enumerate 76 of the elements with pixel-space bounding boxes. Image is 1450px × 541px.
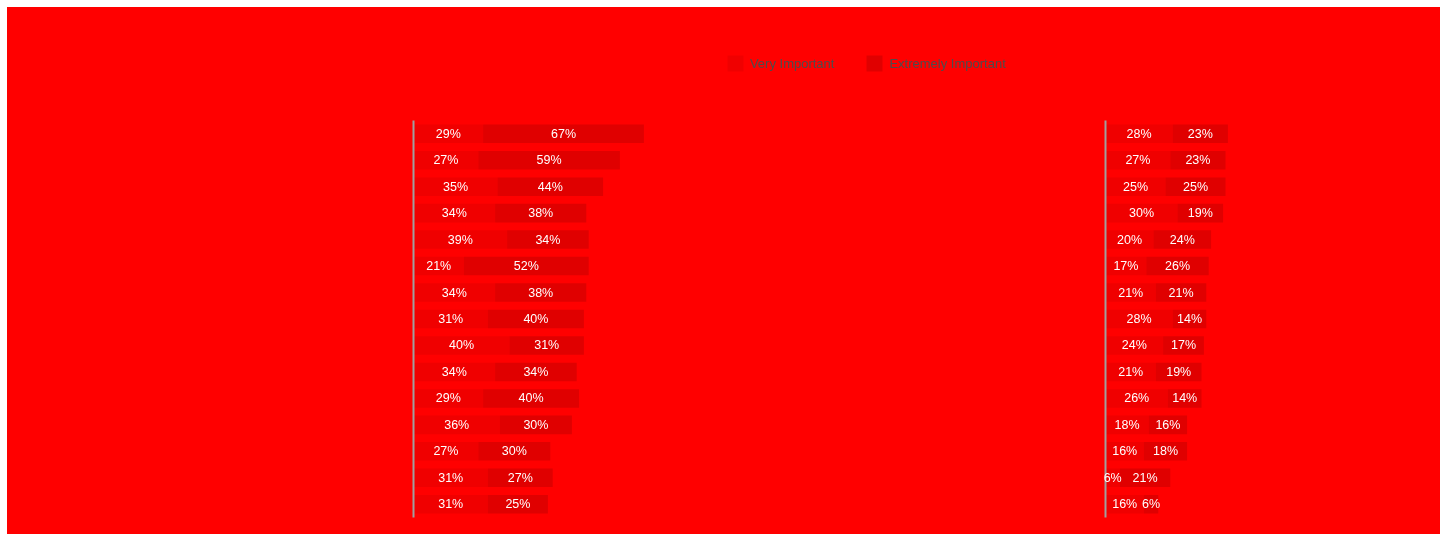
data-label: 29%	[435, 126, 461, 141]
data-label: 36%	[444, 417, 470, 432]
data-label: 27%	[1125, 153, 1151, 168]
bar	[413, 336, 510, 355]
data-label: 34%	[523, 364, 549, 379]
data-label: 28%	[1126, 126, 1152, 141]
data-label: 31%	[534, 338, 560, 353]
data-label: 30%	[523, 417, 549, 432]
data-label: 18%	[1114, 417, 1140, 432]
data-label: 16%	[1112, 497, 1138, 512]
data-label: 17%	[1113, 259, 1139, 274]
data-label: 27%	[433, 153, 459, 168]
data-label: 30%	[501, 444, 527, 459]
data-label: 21%	[1118, 285, 1144, 300]
data-label: 16%	[1112, 444, 1138, 459]
data-label: 20%	[1116, 232, 1143, 247]
data-label: 67%	[550, 126, 577, 141]
data-label: 44%	[537, 179, 563, 194]
data-label: 21%	[426, 259, 452, 274]
bar	[413, 495, 488, 514]
data-label: 35%	[442, 179, 469, 194]
bar	[487, 495, 548, 514]
data-label: 21%	[1132, 470, 1158, 485]
data-label: 34%	[441, 364, 467, 379]
data-label: 14%	[1172, 391, 1198, 406]
data-label: 23%	[1187, 126, 1213, 141]
data-label: 26%	[1164, 259, 1191, 274]
bar	[483, 124, 644, 143]
bar	[507, 230, 589, 249]
data-label: 59%	[536, 153, 562, 168]
data-label: 6%	[1142, 497, 1161, 512]
data-label: 40%	[523, 312, 549, 326]
data-label: 19%	[1187, 206, 1213, 221]
data-label: 25%	[1182, 179, 1209, 194]
data-label: 21%	[1168, 285, 1194, 300]
data-label: 39%	[447, 232, 473, 247]
data-label: 30%	[1128, 206, 1155, 221]
data-label: 29%	[435, 391, 461, 406]
data-label: 28%	[1126, 312, 1152, 326]
bar	[483, 389, 580, 408]
legend-label: Extremely Important	[889, 55, 1006, 71]
data-label: 24%	[1121, 338, 1147, 353]
bar	[413, 230, 508, 249]
data-label: 27%	[507, 470, 533, 485]
data-label: 21%	[1118, 364, 1144, 379]
data-label: 40%	[448, 338, 475, 353]
data-label: 31%	[438, 497, 464, 512]
data-label: 17%	[1170, 338, 1197, 353]
data-label: 19%	[1166, 364, 1192, 379]
bar	[478, 442, 551, 461]
data-label: 26%	[1124, 391, 1150, 406]
data-label: 25%	[505, 497, 531, 512]
data-label: 52%	[513, 259, 539, 274]
data-label: 18%	[1152, 444, 1179, 459]
data-label: 34%	[535, 232, 561, 247]
data-label: 34%	[441, 285, 467, 300]
data-label: 34%	[441, 206, 467, 221]
data-label: 23%	[1185, 153, 1211, 168]
bar	[497, 177, 604, 196]
data-label: 31%	[438, 312, 464, 326]
bar	[413, 177, 498, 196]
bar	[509, 336, 584, 355]
data-label: 38%	[528, 206, 554, 221]
data-label: 14%	[1176, 312, 1203, 326]
bar	[413, 283, 496, 302]
data-label: 38%	[528, 285, 554, 300]
bar	[463, 256, 589, 276]
data-label: 31%	[438, 470, 464, 485]
data-label: 40%	[518, 391, 544, 406]
data-label: 27%	[433, 444, 459, 459]
bar	[478, 150, 620, 170]
bar	[495, 283, 587, 302]
data-label: 24%	[1169, 232, 1195, 247]
data-label: 16%	[1155, 417, 1181, 432]
data-label: 25%	[1122, 179, 1149, 194]
legend-label: Very Important	[749, 55, 835, 71]
